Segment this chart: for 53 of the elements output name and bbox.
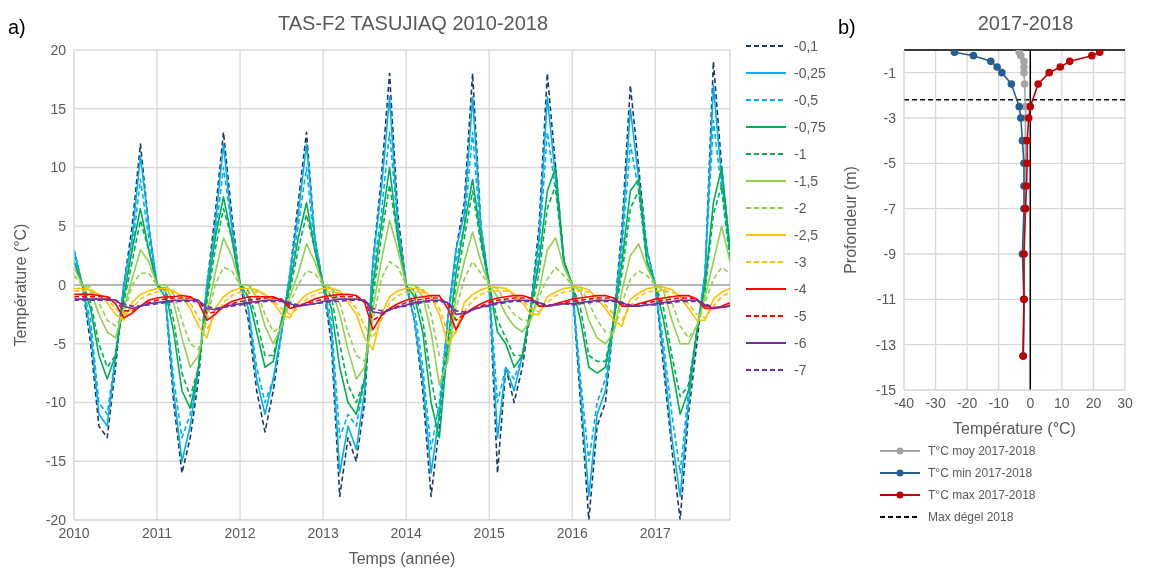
legend-label: T°C min 2017-2018 — [928, 466, 1033, 480]
x-tick-label: -10 — [988, 394, 1010, 411]
legend-label: T°C max 2017-2018 — [928, 488, 1036, 502]
x-tick-label: -30 — [925, 394, 946, 411]
legend-label: -0,75 — [794, 119, 826, 135]
legend-label: Max dégel 2018 — [928, 510, 1014, 524]
chart-title: 2017-2018 — [977, 12, 1074, 34]
legend-label: -3 — [794, 254, 807, 270]
legend-label: -1,5 — [794, 173, 819, 189]
y-tick-label: 15 — [50, 100, 67, 117]
y-tick-label: -9 — [883, 245, 897, 262]
legend-label: -0,1 — [794, 38, 819, 54]
x-tick-label: 2013 — [307, 524, 339, 541]
x-tick-label: 20 — [1085, 394, 1102, 411]
y-axis-title: Profondeur (m) — [841, 166, 859, 274]
y-tick-label: -1 — [883, 64, 897, 81]
y-tick-label: -5 — [53, 335, 67, 352]
x-tick-label: 2016 — [556, 524, 589, 541]
y-tick-label: 10 — [50, 159, 67, 176]
y-tick-label: 0 — [58, 276, 67, 293]
x-tick-label: 10 — [1054, 394, 1070, 411]
legend-label: -6 — [794, 335, 807, 351]
x-tick-label: 2011 — [141, 524, 173, 541]
text: b) — [838, 16, 856, 39]
y-tick-label: -3 — [883, 109, 897, 126]
y-axis-title: Température (°C) — [11, 223, 29, 347]
x-axis-title: Température (°C) — [953, 420, 1076, 437]
legend-label: -4 — [794, 281, 807, 297]
y-tick-label: 5 — [58, 218, 67, 235]
x-tick-label: 2015 — [473, 524, 505, 541]
legend-label: T°C moy 2017-2018 — [928, 444, 1036, 458]
x-tick-label: 2012 — [224, 524, 256, 541]
y-tick-label: -7 — [883, 200, 897, 217]
y-tick-label: -13 — [875, 336, 897, 353]
y-tick-label: -11 — [876, 291, 897, 308]
text: a) — [8, 16, 26, 39]
x-axis-title: Temps (année) — [348, 550, 456, 567]
legend-label: -2 — [794, 200, 807, 216]
x-tick-label: 0 — [1026, 394, 1035, 411]
chart-title: TAS-F2 TASUJIAQ 2010-2018 — [277, 12, 549, 34]
y-tick-label: -5 — [883, 155, 897, 172]
y-tick-label: -15 — [45, 453, 67, 470]
legend-label: -7 — [794, 362, 807, 378]
x-tick-label: -20 — [957, 394, 978, 411]
x-tick-label: 30 — [1117, 394, 1133, 411]
x-tick-label: 2014 — [390, 524, 422, 541]
legend-label: -2,5 — [794, 227, 819, 243]
y-tick-label: 20 — [50, 41, 67, 58]
legend-label: -5 — [794, 308, 807, 324]
legend-label: -0,25 — [794, 65, 826, 81]
legend-label: -1 — [794, 146, 807, 162]
legend-label: -0,5 — [794, 92, 819, 108]
x-tick-label: 2017 — [639, 524, 672, 541]
